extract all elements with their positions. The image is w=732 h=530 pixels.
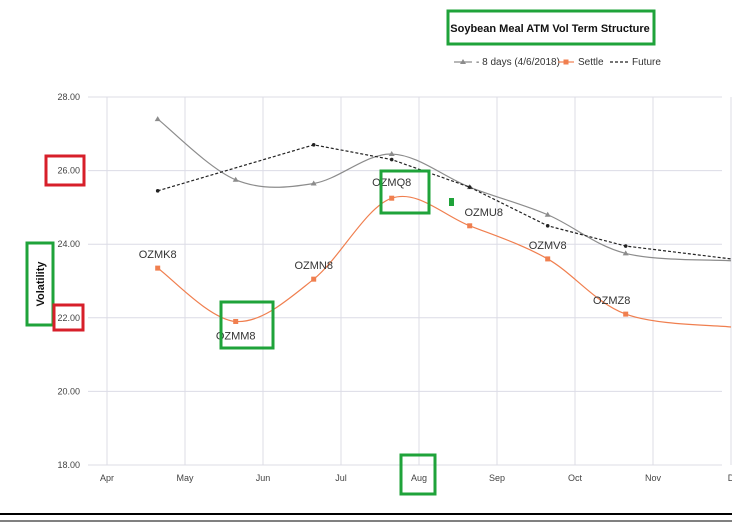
series-point-future — [467, 185, 472, 189]
settle-data-label: OZMU8 — [464, 207, 503, 219]
series-point-8days — [388, 151, 395, 157]
series-point-settle — [233, 318, 239, 324]
series-point-future — [545, 224, 550, 228]
y-tick-label: 26.00 — [57, 166, 80, 176]
series-point-settle — [389, 195, 395, 201]
y-tick-label: 22.00 — [57, 313, 80, 323]
series-point-8days — [310, 180, 317, 186]
y-tick-label: 18.00 — [57, 460, 80, 470]
highlight-box-ozmm8 — [219, 300, 275, 350]
series-point-8days — [154, 116, 161, 122]
series-point-settle — [623, 311, 629, 317]
x-tick-label: Sep — [489, 473, 505, 483]
settle-data-label: OZMZ8 — [593, 295, 630, 307]
legend-marker-8days — [460, 59, 466, 64]
series-point-future — [311, 143, 316, 147]
series-point-future — [623, 244, 628, 248]
highlight-box-aug — [399, 453, 437, 496]
settle-data-label: OZMQ8 — [372, 177, 411, 189]
series-point-settle — [467, 223, 473, 229]
highlight-box-22 — [52, 303, 85, 332]
green-marker — [449, 198, 454, 206]
series-point-8days — [622, 250, 629, 256]
x-tick-label: Nov — [645, 473, 662, 483]
y-tick-label: 20.00 — [57, 386, 80, 396]
series-line-future — [157, 144, 732, 260]
y-tick-label: 28.00 — [57, 92, 80, 102]
chart-title: Soybean Meal ATM Vol Term Structure — [450, 23, 649, 35]
legend-label-8days: - 8 days (4/6/2018) — [476, 57, 560, 68]
settle-data-label: OZMN8 — [294, 260, 333, 272]
x-tick-label: Jun — [256, 473, 271, 483]
x-tick-label: Jul — [335, 473, 347, 483]
settle-data-label: OZMV8 — [529, 240, 567, 252]
y-axis-label: Volatility — [35, 261, 47, 307]
legend-marker-settle — [563, 59, 569, 65]
series-point-8days — [232, 176, 239, 182]
settle-data-label: OZMK8 — [139, 249, 177, 261]
x-tick-label: D — [728, 473, 732, 483]
series-line-settle — [157, 195, 732, 328]
settle-data-label: OZMM8 — [216, 330, 256, 342]
highlight-box-ozmq8 — [379, 169, 431, 215]
series-point-8days — [544, 211, 551, 217]
x-tick-label: Aug — [411, 473, 427, 483]
legend-label-future: Future — [632, 57, 661, 68]
highlight-box-title — [446, 9, 656, 46]
legend-label-settle: Settle — [578, 57, 604, 68]
series-point-future — [155, 189, 160, 193]
y-tick-label: 24.00 — [57, 239, 80, 249]
series-line-8days — [157, 118, 732, 262]
series-point-settle — [545, 256, 551, 262]
highlight-box-26 — [44, 154, 86, 187]
x-tick-label: Apr — [100, 473, 114, 483]
x-tick-label: May — [176, 473, 194, 483]
series-point-settle — [155, 265, 161, 271]
series-point-future — [389, 157, 394, 162]
x-tick-label: Oct — [568, 473, 583, 483]
highlight-box-ylabel — [25, 241, 55, 327]
series-point-settle — [311, 276, 317, 282]
